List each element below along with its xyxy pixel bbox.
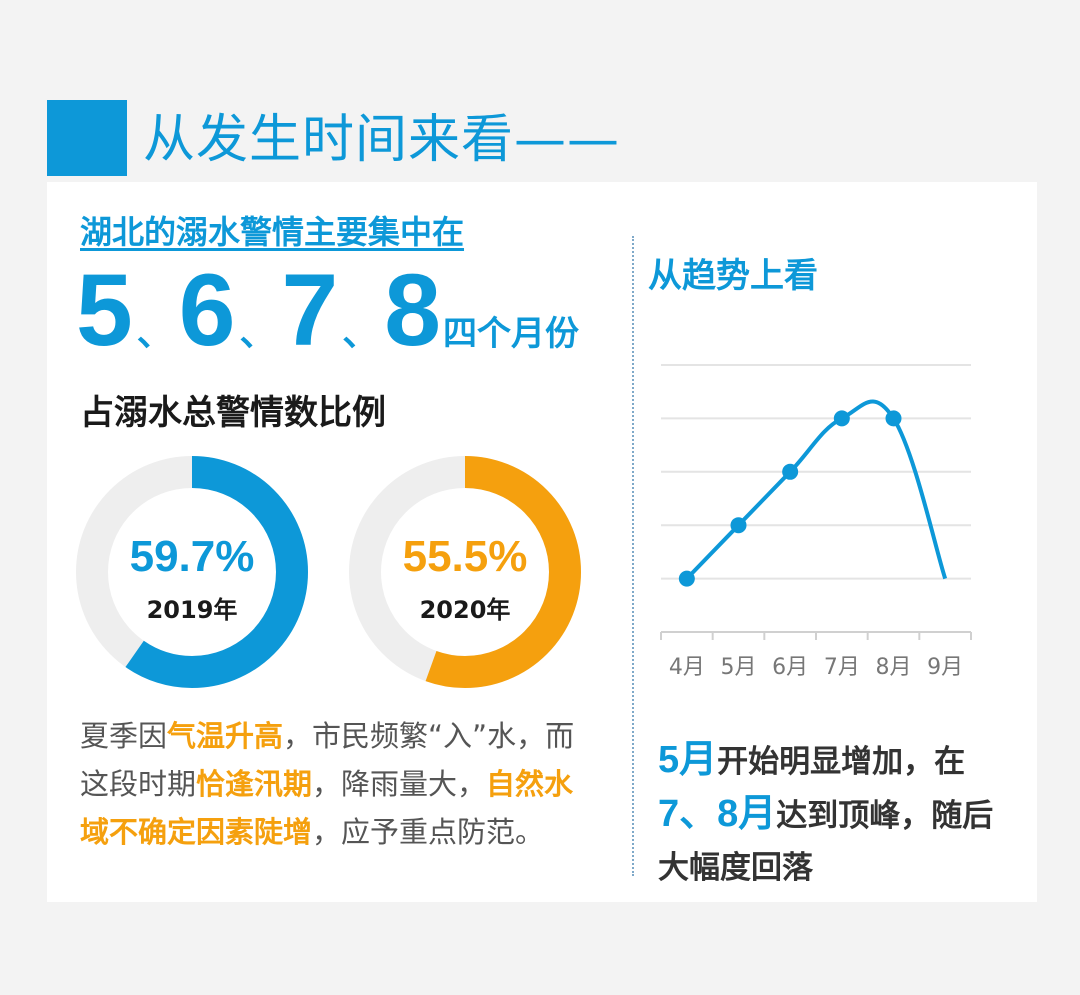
title-accent-square (47, 100, 127, 176)
column-divider (632, 236, 634, 876)
month-number: 7 (281, 253, 339, 367)
donut-year-2019: 2019年 (146, 596, 238, 624)
desc-part: ，市民频繁“入”水，而这段时期 (80, 719, 575, 801)
lead-text: 湖北的溺水警情主要集中在 (80, 213, 465, 251)
conclusion-highlight: 5月 (658, 739, 718, 781)
month-separator: 、 (239, 313, 276, 354)
donut-percent-2019: 59.7% (129, 532, 255, 581)
month-separator: 、 (136, 313, 173, 354)
ratio-label: 占溺水总警情数比例 (80, 393, 386, 433)
month-number: 8 (384, 253, 441, 367)
desc-part: 夏季因 (80, 719, 168, 753)
desc-highlight: 恰逢汛期 (196, 767, 313, 801)
desc-highlight: 自然水域不确定因素陡增 (80, 767, 574, 849)
desc-part: ，应予重点防范。 (312, 815, 545, 849)
conclusion-text: 达到顶峰，随后大幅度回落 (658, 798, 994, 886)
month-number: 5 (76, 253, 133, 367)
month-number: 6 (178, 253, 236, 367)
desc-part: ，降雨量大， (312, 767, 487, 801)
description-text: 夏季因气温升高，市民频繁“入”水，而这段时期恰逢汛期，降雨量大，自然水域不确定因… (80, 712, 600, 856)
trend-conclusion: 5月开始明显增加，在 7、8月达到顶峰，随后大幅度回落 (658, 734, 1018, 894)
desc-highlight: 气温升高 (167, 719, 284, 753)
donut-year-2020: 2020年 (419, 596, 511, 624)
donut-percent-2020: 55.5% (402, 532, 528, 581)
conclusion-highlight: 7、8月 (658, 793, 777, 835)
months-suffix: 四个月份 (442, 314, 579, 354)
peak-months: 5 、6 、7 、8四个月份 (76, 255, 579, 365)
month-separator: 、 (342, 313, 379, 354)
page-title: 从发生时间来看—— (143, 110, 621, 170)
conclusion-text: 开始明显增加，在 (717, 744, 966, 780)
trend-title: 从趋势上看 (648, 256, 818, 296)
